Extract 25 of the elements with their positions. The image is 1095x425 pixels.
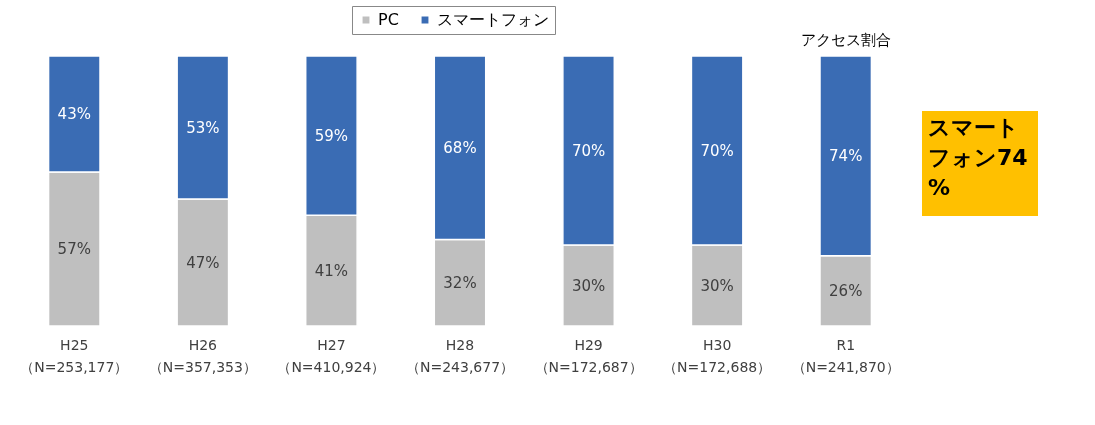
text: アクセス割合	[800, 31, 891, 49]
data-label: 43%	[57, 105, 91, 124]
data-label: 70%	[571, 141, 606, 160]
x-tick-label: H28 （N=243,677）	[405, 336, 515, 375]
text: スマートフォン74%	[928, 115, 1028, 200]
data-label: 30%	[571, 276, 606, 295]
data-label: 41%	[314, 261, 349, 280]
data-label: 53%	[186, 118, 220, 137]
x-tick-label: H27 （N=410,924）	[277, 336, 386, 375]
x-tick-label: H25 （N=253,177）	[20, 336, 129, 375]
legend-label: スマートフォン	[437, 10, 549, 29]
legend-label: PC	[378, 10, 399, 29]
x-tick-label: R1 （N=241,870）	[791, 336, 900, 375]
data-label: 70%	[700, 141, 734, 160]
data-label: 59%	[314, 126, 349, 145]
data-label: 74%	[829, 146, 863, 165]
data-label: 26%	[829, 281, 863, 300]
data-label: 47%	[186, 253, 220, 272]
x-tick-label: H29 （N=172,687）	[534, 336, 643, 375]
data-label: 30%	[700, 276, 734, 295]
x-tick-label: H30 （N=172,688）	[663, 336, 772, 375]
data-label: 32%	[443, 273, 477, 292]
x-tick-label: H26 （N=357,353）	[148, 336, 257, 375]
data-label: 68%	[443, 138, 477, 157]
data-label: 57%	[57, 240, 91, 259]
